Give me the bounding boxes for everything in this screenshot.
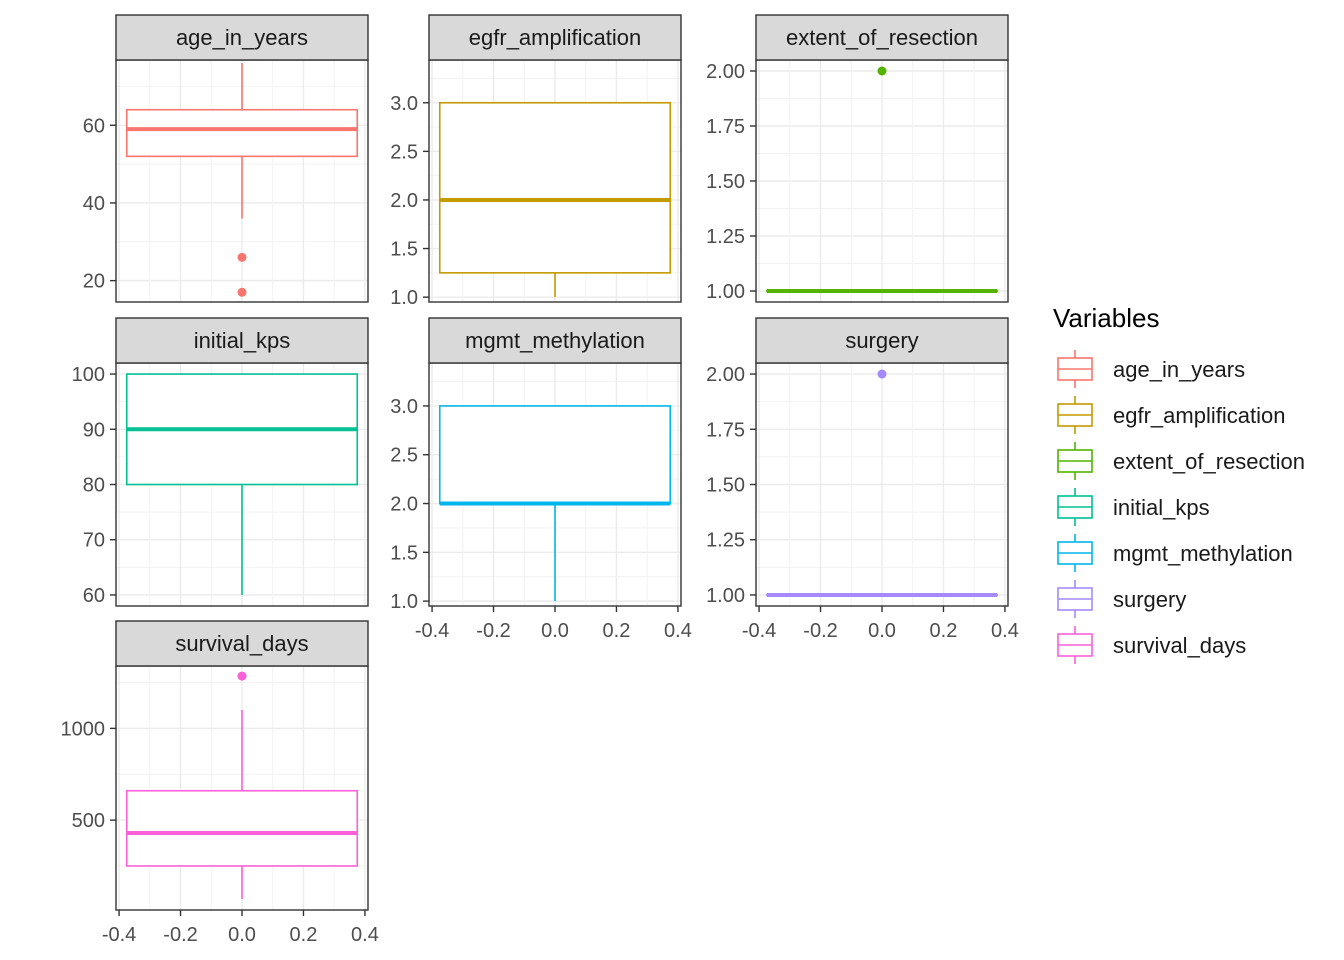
y-tick-label: 60 bbox=[83, 585, 105, 607]
box-iqr bbox=[125, 108, 359, 158]
outlier-point bbox=[877, 369, 887, 379]
y-tick-label: 70 bbox=[83, 530, 105, 552]
outlier-point bbox=[237, 252, 247, 262]
legend-entry: age_in_years bbox=[1057, 350, 1245, 388]
y-tick-label: 1.0 bbox=[390, 591, 418, 613]
y-tick-label: 1.75 bbox=[706, 116, 745, 138]
x-tick-label: 0.4 bbox=[991, 620, 1019, 642]
y-tick-label: 40 bbox=[83, 193, 105, 215]
facet-title: initial_kps bbox=[194, 328, 291, 353]
facet-title: survival_days bbox=[175, 631, 308, 656]
x-tick-label: -0.4 bbox=[742, 620, 776, 642]
x-tick-label: 0.4 bbox=[664, 620, 692, 642]
y-tick-label: 2.0 bbox=[390, 190, 418, 212]
box-iqr bbox=[125, 789, 359, 867]
legend-label: extent_of_resection bbox=[1113, 449, 1305, 474]
x-tick-label: 0.0 bbox=[541, 620, 569, 642]
y-tick-label: 1000 bbox=[61, 718, 106, 740]
facet-panel: extent_of_resection 1.00 1.25 1.50 1.75 2.00 bbox=[706, 14, 1009, 303]
y-tick-label: 3.0 bbox=[390, 396, 418, 418]
legend-label: mgmt_methylation bbox=[1113, 541, 1293, 566]
legend-entry: surgery bbox=[1057, 580, 1186, 618]
facet-title: extent_of_resection bbox=[786, 25, 978, 50]
legend-entry: initial_kps bbox=[1057, 488, 1210, 526]
y-tick-label: 2.00 bbox=[706, 364, 745, 386]
facet-title: mgmt_methylation bbox=[465, 328, 645, 353]
facet-panel: age_in_years 20 40 60 bbox=[83, 14, 369, 303]
y-tick-label: 1.25 bbox=[706, 530, 745, 552]
y-tick-label: 100 bbox=[72, 364, 105, 386]
x-tick-label: 0.4 bbox=[351, 924, 379, 946]
y-tick-label: 20 bbox=[83, 271, 105, 293]
box-iqr bbox=[438, 405, 672, 505]
facet-strip bbox=[115, 317, 369, 364]
legend-entry: mgmt_methylation bbox=[1057, 534, 1293, 572]
x-tick-label: 0.2 bbox=[930, 620, 958, 642]
y-tick-label: 1.5 bbox=[390, 542, 418, 564]
y-tick-label: 1.50 bbox=[706, 475, 745, 497]
legend-entry: egfr_amplification bbox=[1057, 396, 1285, 434]
y-tick-label: 1.50 bbox=[706, 171, 745, 193]
y-tick-label: 3.0 bbox=[390, 93, 418, 115]
y-tick-label: 1.00 bbox=[706, 585, 745, 607]
y-tick-label: 1.5 bbox=[390, 239, 418, 261]
legend: Variables age_in_years egfr_amplificatione… bbox=[1053, 303, 1305, 664]
y-tick-label: 60 bbox=[83, 115, 105, 137]
y-tick-label: 2.5 bbox=[390, 445, 418, 467]
x-tick-label: 0.0 bbox=[868, 620, 896, 642]
x-tick-label: -0.4 bbox=[102, 924, 136, 946]
y-tick-label: 1.00 bbox=[706, 281, 745, 303]
y-tick-label: 2.00 bbox=[706, 61, 745, 83]
legend-entry: survival_days bbox=[1057, 626, 1246, 664]
y-tick-label: 90 bbox=[83, 419, 105, 441]
box-iqr bbox=[438, 101, 672, 274]
y-tick-label: 80 bbox=[83, 475, 105, 497]
facet-panel: initial_kps 60 70 80 90 100 bbox=[72, 317, 369, 607]
legend-label: egfr_amplification bbox=[1113, 403, 1285, 428]
outlier-point bbox=[237, 287, 247, 297]
x-tick-label: 0.2 bbox=[290, 924, 318, 946]
facet-panel: survival_days 500 1000 -0.4 -0.2 0.0 0.2 0.4 bbox=[61, 620, 379, 946]
y-tick-label: 1.75 bbox=[706, 419, 745, 441]
y-tick-label: 1.25 bbox=[706, 226, 745, 248]
x-tick-label: 0.0 bbox=[228, 924, 256, 946]
facet-panel: mgmt_methylation 1.0 1.5 2.0 2.5 3.0 -0.4 -0.2 0… bbox=[390, 317, 692, 642]
facet-strip bbox=[428, 14, 682, 61]
facet-strip bbox=[428, 317, 682, 364]
facet-panel: surgery 1.00 1.25 1.50 1.75 2.00 -0.4 -0.2 0.0 0.… bbox=[706, 317, 1019, 642]
y-tick-label: 2.5 bbox=[390, 141, 418, 163]
y-tick-label: 1.0 bbox=[390, 287, 418, 309]
legend-label: age_in_years bbox=[1113, 357, 1245, 382]
outlier-point bbox=[237, 671, 247, 681]
facet-strip bbox=[755, 14, 1009, 61]
legend-label: survival_days bbox=[1113, 633, 1246, 658]
x-tick-label: -0.2 bbox=[163, 924, 197, 946]
x-tick-label: -0.2 bbox=[476, 620, 510, 642]
outlier-point bbox=[877, 66, 887, 76]
x-tick-label: 0.2 bbox=[603, 620, 631, 642]
facet-strip bbox=[115, 14, 369, 61]
y-tick-label: 2.0 bbox=[390, 494, 418, 516]
x-tick-label: -0.2 bbox=[803, 620, 837, 642]
facet-title: egfr_amplification bbox=[469, 25, 641, 50]
facet-strip bbox=[115, 620, 369, 667]
facet-strip bbox=[755, 317, 1009, 364]
legend-title: Variables bbox=[1053, 303, 1159, 333]
y-tick-label: 500 bbox=[72, 810, 105, 832]
x-tick-label: -0.4 bbox=[415, 620, 449, 642]
legend-label: surgery bbox=[1113, 587, 1186, 612]
facet-title: age_in_years bbox=[176, 25, 308, 50]
facet-title: surgery bbox=[845, 328, 918, 353]
facet-panel: egfr_amplification 1.0 1.5 2.0 2.5 3.0 bbox=[390, 14, 682, 309]
legend-label: initial_kps bbox=[1113, 495, 1210, 520]
legend-entry: extent_of_resection bbox=[1057, 442, 1305, 480]
